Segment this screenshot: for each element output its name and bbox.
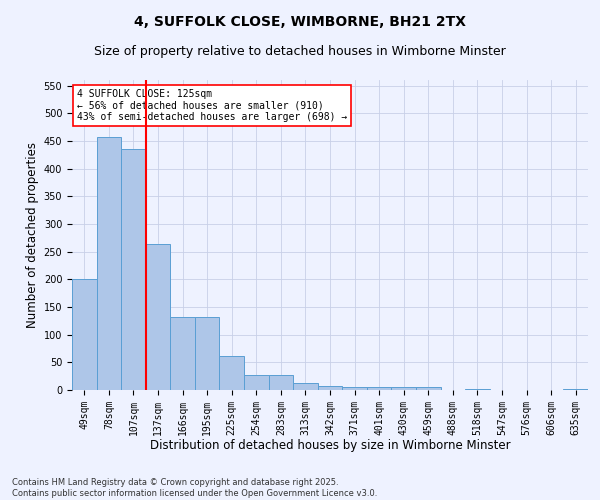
Text: Contains HM Land Registry data © Crown copyright and database right 2025.
Contai: Contains HM Land Registry data © Crown c… (12, 478, 377, 498)
Y-axis label: Number of detached properties: Number of detached properties (26, 142, 40, 328)
Bar (465, 389, 490, 390)
Bar (342, 387, 367, 390)
Bar (269, 374, 293, 390)
Bar (146, 244, 170, 390)
Bar (367, 387, 391, 390)
Bar (220, 356, 244, 390)
Text: Size of property relative to detached houses in Wimborne Minster: Size of property relative to detached ho… (94, 45, 506, 58)
Bar (121, 149, 146, 390)
Bar (244, 374, 269, 390)
Bar (195, 318, 220, 390)
Bar (293, 384, 318, 390)
X-axis label: Distribution of detached houses by size in Wimborne Minster: Distribution of detached houses by size … (149, 439, 511, 452)
Bar (391, 387, 416, 390)
Bar (72, 280, 97, 390)
Bar (318, 386, 342, 390)
Bar (170, 318, 195, 390)
Text: 4, SUFFOLK CLOSE, WIMBORNE, BH21 2TX: 4, SUFFOLK CLOSE, WIMBORNE, BH21 2TX (134, 15, 466, 29)
Bar (97, 137, 121, 390)
Bar (416, 387, 440, 390)
Bar (563, 389, 588, 390)
Text: 4 SUFFOLK CLOSE: 125sqm
← 56% of detached houses are smaller (910)
43% of semi-d: 4 SUFFOLK CLOSE: 125sqm ← 56% of detache… (77, 90, 347, 122)
